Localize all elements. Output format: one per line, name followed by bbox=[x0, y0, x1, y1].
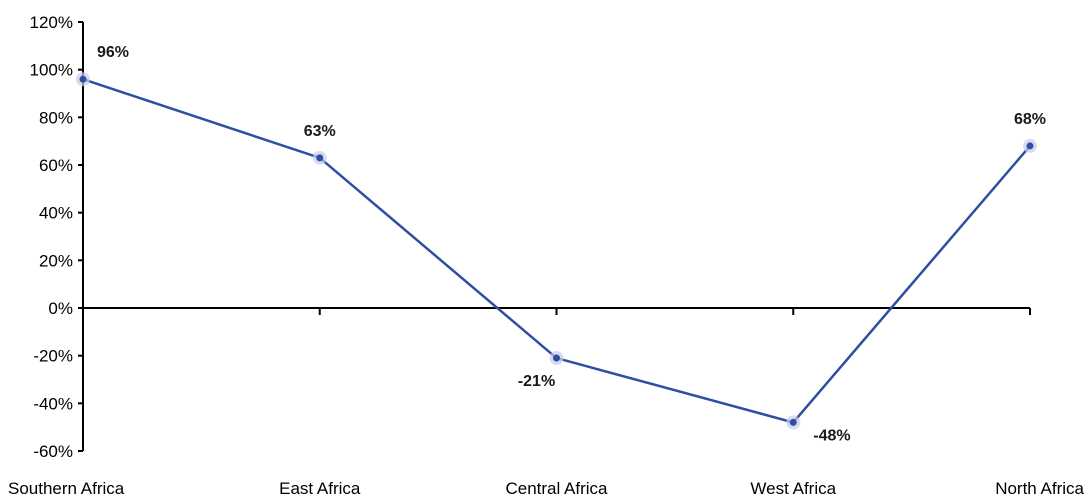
y-tick-label: 60% bbox=[39, 156, 73, 175]
y-tick-label: 0% bbox=[48, 299, 73, 318]
y-tick-label: -60% bbox=[33, 442, 73, 461]
data-point bbox=[79, 75, 87, 83]
data-point bbox=[1026, 142, 1034, 150]
y-tick-label: 120% bbox=[30, 13, 73, 32]
x-category-label: East Africa bbox=[279, 479, 361, 497]
x-category-label: North Africa bbox=[995, 479, 1084, 497]
data-label: 63% bbox=[304, 123, 336, 140]
data-point bbox=[553, 354, 560, 362]
x-category-label: West Africa bbox=[750, 479, 836, 497]
data-label: 96% bbox=[97, 44, 129, 61]
y-tick-label: 100% bbox=[30, 61, 73, 80]
y-tick-label: -40% bbox=[33, 394, 73, 413]
data-labels: 96% 63% -21% -48% 68% bbox=[97, 44, 1046, 444]
series-line bbox=[82, 78, 1031, 424]
x-axis: Southern Africa East Africa Central Africa… bbox=[8, 307, 1085, 497]
series-line-group bbox=[76, 72, 1037, 430]
y-tick-label: 20% bbox=[39, 251, 73, 270]
y-tick-label: 80% bbox=[39, 108, 73, 127]
y-tick-label: -20% bbox=[33, 347, 73, 366]
data-point bbox=[316, 154, 324, 162]
data-point bbox=[789, 418, 797, 426]
data-label: -21% bbox=[518, 373, 555, 390]
data-label: 68% bbox=[1014, 111, 1046, 128]
y-tick-label: 40% bbox=[39, 204, 73, 223]
data-label: -48% bbox=[813, 427, 850, 444]
x-category-label: Southern Africa bbox=[8, 479, 125, 497]
x-category-label: Central Africa bbox=[505, 479, 608, 497]
y-axis: -60% -40% -20% 0% 20% 40% 60% 80% 100% 120% bbox=[30, 13, 84, 461]
